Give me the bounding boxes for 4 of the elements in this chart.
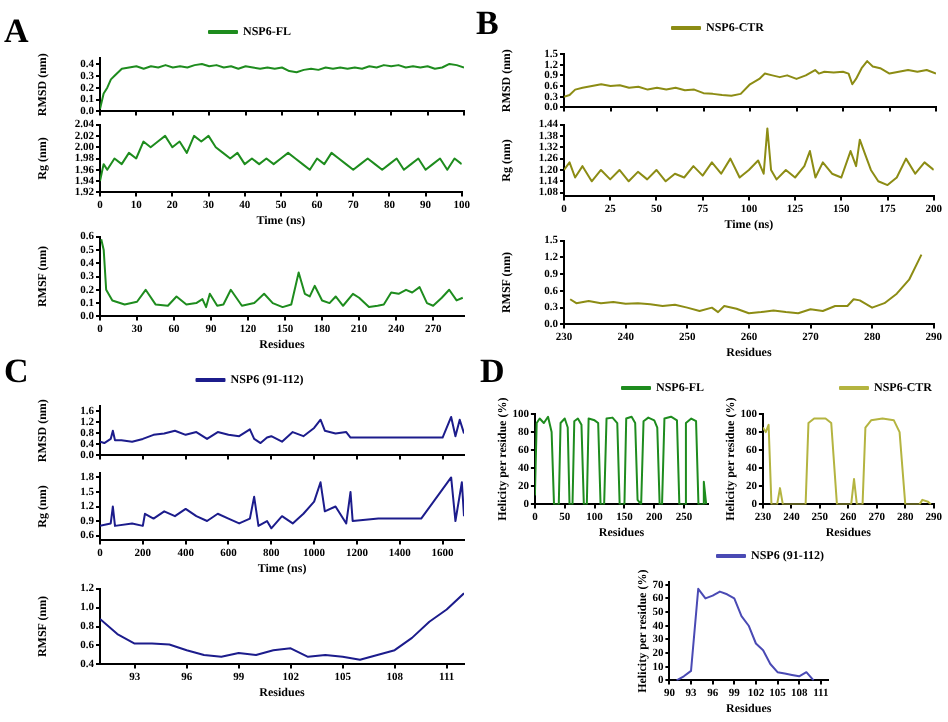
chart-title: D xyxy=(480,352,505,392)
chart-title: C xyxy=(4,352,29,392)
chart-title: A xyxy=(4,12,29,52)
chart-title: B xyxy=(476,4,499,44)
